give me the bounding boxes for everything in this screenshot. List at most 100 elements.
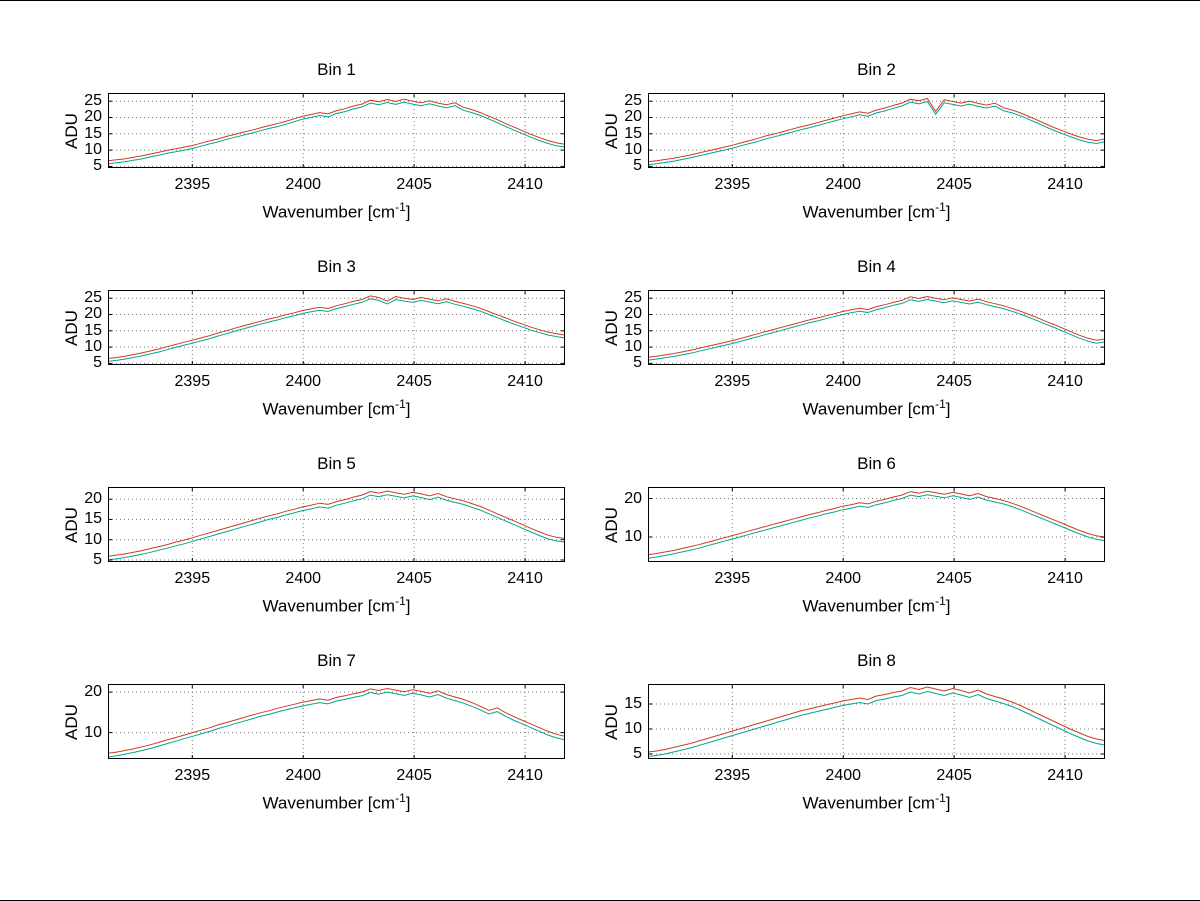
x-tick-label: 2395: [174, 373, 211, 390]
axes-box: [648, 487, 1105, 562]
plot-area-bin-7: [108, 684, 565, 759]
plot-area-bin-4: [648, 290, 1105, 365]
data-line-lower-trace: [108, 494, 565, 561]
x-axis-label-superscript: -1: [395, 200, 406, 214]
data-line-upper-trace: [648, 490, 1105, 556]
subplot-title: Bin 6: [857, 454, 896, 473]
x-axis-label: Wavenumber [cm-1]: [108, 791, 565, 814]
y-tick-label: 15: [84, 124, 102, 142]
axes-box: [108, 290, 565, 365]
y-tick-label: 5: [93, 157, 102, 175]
x-tick-label: 2405: [396, 570, 432, 587]
subplot-title: Bin 4: [857, 257, 896, 276]
y-tick-label: 20: [624, 489, 642, 507]
x-axis-label-close: ]: [405, 793, 411, 813]
data-line-lower-trace: [648, 494, 1105, 559]
x-tick-label: 2410: [1047, 176, 1083, 193]
y-tick-label: 20: [84, 305, 102, 323]
y-tick-label: 15: [84, 510, 102, 528]
y-tick-label: 25: [84, 92, 102, 110]
y-tick-label: 10: [84, 723, 102, 741]
plot-area-bin-6: [648, 487, 1105, 562]
data-line-lower-trace: [648, 100, 1105, 166]
y-tick-label: 25: [624, 92, 642, 110]
y-tick-label: 10: [84, 338, 102, 356]
x-tick-label: 2400: [825, 767, 862, 784]
x-axis-label-close: ]: [945, 202, 951, 222]
y-tick-label: 15: [624, 124, 642, 142]
x-axis-label-base: Wavenumber [cm: [262, 399, 396, 419]
x-tick-label: 2400: [285, 176, 322, 193]
x-axis-label-base: Wavenumber [cm: [262, 793, 396, 813]
data-line-upper-trace: [648, 97, 1105, 163]
y-tick-label: 10: [84, 141, 102, 159]
x-axis-label-close: ]: [945, 793, 951, 813]
plot-area-bin-5: [108, 487, 565, 562]
x-axis-label-base: Wavenumber [cm: [802, 596, 936, 616]
y-tick-label: 15: [84, 321, 102, 339]
y-tick-label: 10: [624, 720, 642, 737]
axes-box: [108, 487, 565, 562]
x-axis-label-base: Wavenumber [cm: [802, 202, 936, 222]
x-tick-label: 2410: [507, 767, 543, 784]
x-axis-label-close: ]: [945, 399, 951, 419]
data-line-upper-trace: [108, 295, 565, 359]
y-tick-label: 15: [624, 321, 642, 339]
y-tick-label: 5: [633, 157, 642, 175]
x-tick-label: 2400: [285, 373, 322, 390]
x-axis-label-superscript: -1: [935, 397, 946, 411]
x-tick-label: 2410: [507, 373, 543, 390]
data-line-upper-trace: [108, 98, 565, 162]
x-tick-label: 2395: [714, 570, 751, 587]
x-tick-label: 2400: [285, 767, 322, 784]
x-axis-label-base: Wavenumber [cm: [262, 202, 396, 222]
x-axis-label-superscript: -1: [395, 594, 406, 608]
axes-box: [108, 684, 565, 759]
x-axis-label: Wavenumber [cm-1]: [108, 200, 565, 223]
figure-border-top: [0, 0, 1200, 1]
x-tick-label: 2405: [936, 176, 972, 193]
x-axis-label: Wavenumber [cm-1]: [648, 594, 1105, 617]
x-tick-label: 2395: [174, 570, 211, 587]
data-line-lower-trace: [648, 298, 1105, 361]
y-tick-label: 20: [84, 683, 102, 701]
subplot-title: Bin 7: [317, 651, 356, 670]
plot-area-bin-2: [648, 93, 1105, 168]
x-tick-label: 2405: [936, 373, 972, 390]
x-tick-label: 2400: [825, 176, 862, 193]
x-axis-label-superscript: -1: [935, 594, 946, 608]
x-tick-label: 2405: [936, 570, 972, 587]
subplot-title: Bin 2: [857, 60, 896, 79]
subplot-title: Bin 3: [317, 257, 356, 276]
data-line-lower-trace: [108, 101, 565, 165]
subplot-title: Bin 1: [317, 60, 356, 79]
x-tick-label: 2395: [714, 176, 751, 193]
x-axis-label-close: ]: [405, 399, 411, 419]
x-tick-label: 2410: [507, 570, 543, 587]
axes-box: [648, 684, 1105, 759]
y-tick-label: 10: [84, 530, 102, 548]
x-tick-label: 2400: [285, 570, 322, 587]
x-tick-label: 2395: [714, 767, 751, 784]
x-tick-label: 2395: [174, 767, 211, 784]
x-axis-label-close: ]: [405, 596, 411, 616]
data-line-upper-trace: [108, 687, 565, 754]
plot-area-bin-8: [648, 684, 1105, 759]
axes-box: [648, 93, 1105, 168]
y-tick-label: 5: [93, 550, 102, 568]
y-tick-label: 15: [624, 695, 642, 712]
x-axis-label-superscript: -1: [935, 791, 946, 805]
y-tick-label: 20: [624, 108, 642, 126]
y-tick-label: 5: [93, 354, 102, 372]
x-axis-label-superscript: -1: [395, 397, 406, 411]
x-axis-label: Wavenumber [cm-1]: [108, 594, 565, 617]
plot-area-bin-3: [108, 290, 565, 365]
x-axis-label-base: Wavenumber [cm: [262, 596, 396, 616]
x-tick-label: 2395: [174, 176, 211, 193]
x-axis-label: Wavenumber [cm-1]: [648, 397, 1105, 420]
axes-box: [108, 93, 565, 168]
data-line-upper-trace: [648, 295, 1105, 358]
x-tick-label: 2405: [936, 767, 972, 784]
x-tick-label: 2405: [396, 767, 432, 784]
